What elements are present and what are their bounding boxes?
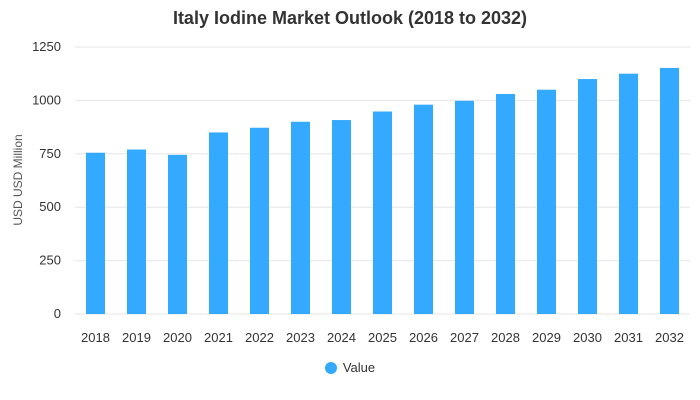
legend-marker (324, 362, 337, 374)
bar (414, 104, 433, 314)
x-tick-label: 2022 (245, 330, 274, 345)
bar (250, 127, 269, 314)
bar (291, 121, 310, 314)
x-tick-label: 2027 (450, 330, 479, 345)
x-tick-label: 2024 (327, 330, 356, 345)
chart-title: Italy Iodine Market Outlook (2018 to 203… (172, 8, 528, 28)
x-tick-label: 2032 (655, 330, 684, 345)
y-axis-ticks: 0 250 500 750 1000 1250 (32, 39, 61, 321)
bar (619, 73, 638, 314)
x-tick-label: 2028 (491, 330, 520, 345)
y-tick-label: 750 (39, 146, 61, 161)
bar (578, 79, 597, 314)
x-tick-label: 2019 (122, 330, 151, 345)
bar (496, 93, 515, 314)
x-tick-label: 2030 (573, 330, 602, 345)
bar (373, 111, 392, 314)
bar-series (86, 67, 679, 314)
bar (332, 120, 351, 314)
legend-label: Value (342, 360, 376, 375)
bar (455, 100, 474, 314)
y-tick-label: 1250 (32, 39, 61, 54)
bar (660, 67, 679, 314)
bar (86, 152, 105, 314)
x-tick-label: 2023 (286, 330, 315, 345)
x-tick-label: 2020 (163, 330, 192, 345)
bar (168, 154, 187, 314)
x-tick-label: 2031 (614, 330, 643, 345)
legend: Value (0, 360, 700, 375)
x-tick-label: 2021 (204, 330, 233, 345)
x-tick-label: 2026 (409, 330, 438, 345)
x-tick-label: 2018 (81, 330, 110, 345)
y-tick-label: 500 (39, 199, 61, 214)
bar (127, 149, 146, 314)
x-tick-label: 2029 (532, 330, 561, 345)
y-tick-label: 250 (39, 253, 61, 268)
bar (537, 89, 556, 314)
y-axis-label: USD USD Million (11, 134, 25, 225)
x-tick-label: 2025 (368, 330, 397, 345)
y-tick-label: 0 (54, 306, 61, 321)
bar (209, 132, 228, 314)
x-axis-ticks: 2018 2019 2020 2021 2022 2023 2024 2025 2026 2027… (81, 330, 684, 345)
y-tick-label: 1000 (32, 92, 61, 107)
